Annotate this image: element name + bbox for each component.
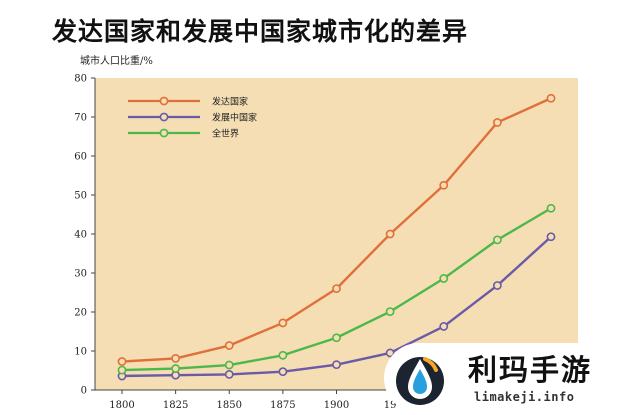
data-point xyxy=(278,350,288,360)
data-point xyxy=(332,360,341,370)
x-tick-label: 1800 xyxy=(109,400,134,411)
data-point xyxy=(171,364,181,373)
data-point xyxy=(332,333,341,343)
x-tick-label: 19 xyxy=(384,400,397,411)
y-tick-label: 40 xyxy=(74,230,87,241)
data-point xyxy=(546,203,556,213)
data-point xyxy=(224,369,234,379)
x-tick-label: 1850 xyxy=(217,400,242,411)
data-point xyxy=(278,367,288,377)
x-tick-label: 1875 xyxy=(270,400,295,411)
data-point xyxy=(332,284,341,293)
data-point xyxy=(546,232,556,242)
x-tick-label: 1825 xyxy=(163,400,188,411)
data-point xyxy=(492,235,502,245)
y-tick-label: 20 xyxy=(74,308,87,319)
data-point xyxy=(171,354,181,363)
watermark-url-text: limakeji.info xyxy=(474,390,575,404)
y-axis-label: 城市人口比重/% xyxy=(80,54,153,67)
legend-marker xyxy=(159,96,169,106)
legend-label: 全世界 xyxy=(212,128,239,140)
legend-label: 发达国家 xyxy=(212,96,248,108)
legend-marker xyxy=(159,128,169,138)
x-tick-label: 1900 xyxy=(324,400,349,411)
data-point xyxy=(278,318,288,328)
y-tick-label: 60 xyxy=(74,152,87,163)
data-point xyxy=(385,229,395,239)
y-tick-label: 70 xyxy=(74,113,87,124)
y-tick-label: 0 xyxy=(81,386,87,397)
y-tick-label: 10 xyxy=(74,347,87,358)
data-point xyxy=(492,118,502,127)
data-point xyxy=(439,322,449,331)
page-title: 发达国家和发展中国家城市化的差异 xyxy=(52,17,469,46)
data-point xyxy=(224,341,234,350)
watermark-brand-text: 利玛手游 xyxy=(468,353,593,387)
legend-marker xyxy=(159,112,169,122)
data-point xyxy=(492,281,502,290)
data-point xyxy=(385,307,395,317)
water-drop-logo-icon xyxy=(396,357,444,405)
data-point xyxy=(439,180,449,190)
data-point xyxy=(224,360,234,370)
y-tick-label: 80 xyxy=(74,74,87,85)
watermark: 利玛手游 limakeji.info xyxy=(384,343,636,413)
data-point xyxy=(439,274,449,283)
legend-label: 发展中国家 xyxy=(212,112,257,124)
data-point xyxy=(546,93,556,103)
data-point xyxy=(117,365,127,375)
y-tick-label: 30 xyxy=(74,269,87,280)
y-tick-label: 50 xyxy=(74,191,87,202)
data-point xyxy=(117,357,127,366)
